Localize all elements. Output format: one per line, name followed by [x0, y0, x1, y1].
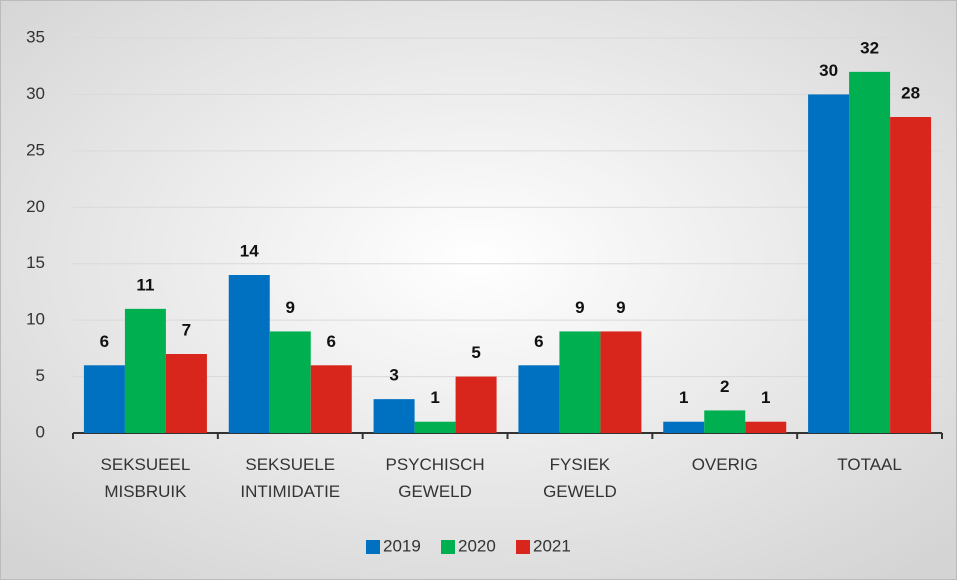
x-tick-label: FYSIEK GEWELD: [543, 455, 617, 501]
y-tick-label: 20: [26, 197, 45, 216]
legend-swatch: [516, 540, 530, 554]
bar: [124, 308, 166, 433]
bar: [165, 354, 207, 433]
bar: [373, 399, 415, 433]
x-tick-label: SEKSUEEL MISBRUIK: [101, 455, 191, 501]
y-tick-label: 35: [26, 27, 45, 46]
bar: [890, 117, 932, 433]
x-tick-label: PSYCHISCH GEWELD: [385, 455, 484, 501]
bar: [808, 94, 850, 433]
legend-swatch: [441, 540, 455, 554]
y-tick-label: 15: [26, 253, 45, 272]
x-tick-label: OVERIG: [692, 455, 758, 474]
value-label: 9: [575, 298, 584, 317]
value-label: 9: [286, 298, 295, 317]
value-label: 2: [720, 377, 729, 396]
y-tick-label: 25: [26, 140, 45, 159]
bar: [455, 376, 497, 433]
value-label: 14: [240, 241, 259, 260]
bar: [745, 421, 787, 433]
bar: [559, 331, 601, 433]
bar: [310, 365, 352, 433]
bar: [663, 421, 705, 433]
bar: [228, 275, 270, 433]
bar: [414, 421, 456, 433]
y-tick-label: 30: [26, 84, 45, 103]
value-label: 1: [679, 388, 688, 407]
value-label: 6: [534, 332, 543, 351]
bar: [518, 365, 560, 433]
legend-swatch: [366, 540, 380, 554]
x-tick-label: TOTAAL: [837, 455, 902, 474]
value-label: 32: [860, 38, 879, 57]
y-tick-label: 0: [36, 422, 45, 441]
value-label: 6: [100, 332, 109, 351]
x-tick-label: SEKSUELE INTIMIDATIE: [240, 455, 340, 501]
bar: [704, 410, 746, 433]
bar: [849, 71, 891, 433]
bar: [269, 331, 311, 433]
bar: [600, 331, 642, 433]
value-label: 28: [901, 83, 920, 102]
value-label: 5: [471, 343, 480, 362]
value-label: 30: [819, 61, 838, 80]
legend-label: 2020: [458, 536, 496, 555]
value-label: 1: [430, 388, 439, 407]
value-label: 11: [136, 275, 154, 294]
bar: [83, 365, 125, 433]
value-label: 7: [182, 320, 191, 339]
value-label: 9: [616, 298, 625, 317]
legend-label: 2019: [383, 536, 421, 555]
value-label: 3: [389, 366, 398, 385]
legend-label: 2021: [533, 536, 571, 555]
y-tick-label: 5: [36, 366, 45, 385]
value-label: 1: [761, 388, 770, 407]
y-tick-label: 10: [26, 310, 45, 329]
value-label: 6: [327, 332, 336, 351]
